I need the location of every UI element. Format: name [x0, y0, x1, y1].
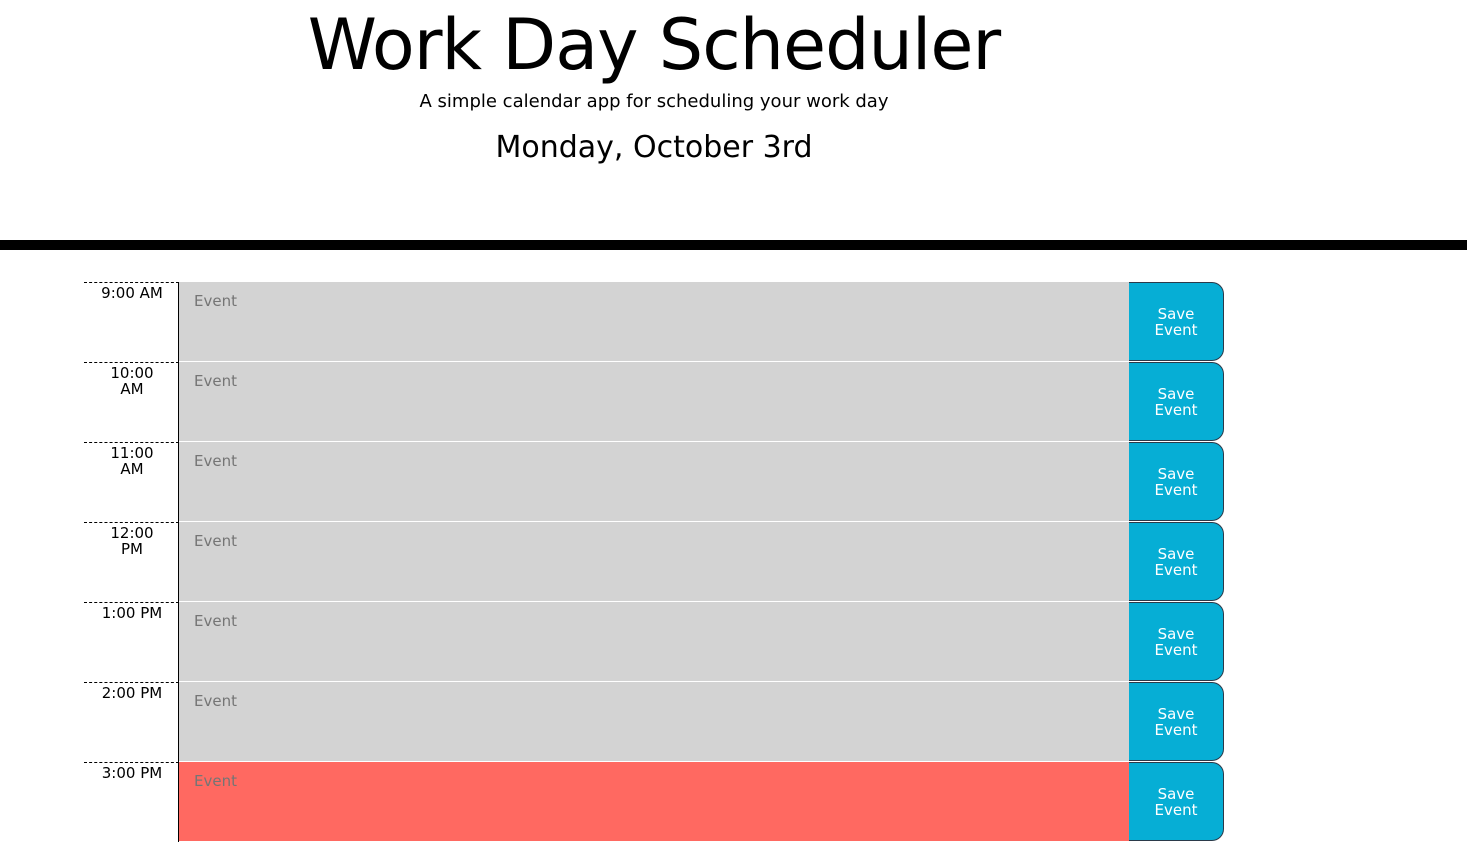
hour-label: 1:00 PM	[84, 602, 179, 682]
save-event-button[interactable]: Save Event	[1129, 282, 1224, 361]
save-event-button[interactable]: Save Event	[1129, 682, 1224, 761]
page-subtitle: A simple calendar app for scheduling you…	[419, 91, 889, 112]
hour-label: 3:00 PM	[84, 762, 179, 842]
event-input[interactable]	[179, 682, 1129, 762]
timeblock-container: 9:00 AM Save Event 10:00 AM Save Event 1…	[84, 282, 1224, 842]
event-input[interactable]	[179, 522, 1129, 602]
hour-label: 2:00 PM	[84, 682, 179, 762]
time-block-9am: 9:00 AM Save Event	[84, 282, 1224, 362]
hour-label: 12:00 PM	[84, 522, 179, 602]
page-title: Work Day Scheduler	[307, 4, 1001, 86]
time-block-12pm: 12:00 PM Save Event	[84, 522, 1224, 602]
event-input[interactable]	[179, 762, 1129, 842]
hour-label: 9:00 AM	[84, 282, 179, 362]
save-event-button[interactable]: Save Event	[1129, 362, 1224, 441]
event-input[interactable]	[179, 362, 1129, 442]
save-event-button[interactable]: Save Event	[1129, 522, 1224, 601]
save-event-button[interactable]: Save Event	[1129, 762, 1224, 841]
time-block-1pm: 1:00 PM Save Event	[84, 602, 1224, 682]
event-input[interactable]	[179, 442, 1129, 522]
hour-label: 11:00 AM	[84, 442, 179, 522]
time-block-11am: 11:00 AM Save Event	[84, 442, 1224, 522]
event-input[interactable]	[179, 602, 1129, 682]
jumbotron-header: Work Day Scheduler A simple calendar app…	[0, 0, 1467, 250]
save-event-button[interactable]: Save Event	[1129, 602, 1224, 681]
current-day: Monday, October 3rd	[495, 130, 813, 165]
time-block-2pm: 2:00 PM Save Event	[84, 682, 1224, 762]
hour-label: 10:00 AM	[84, 362, 179, 442]
event-input[interactable]	[179, 282, 1129, 362]
time-block-3pm: 3:00 PM Save Event	[84, 762, 1224, 842]
time-block-10am: 10:00 AM Save Event	[84, 362, 1224, 442]
save-event-button[interactable]: Save Event	[1129, 442, 1224, 521]
